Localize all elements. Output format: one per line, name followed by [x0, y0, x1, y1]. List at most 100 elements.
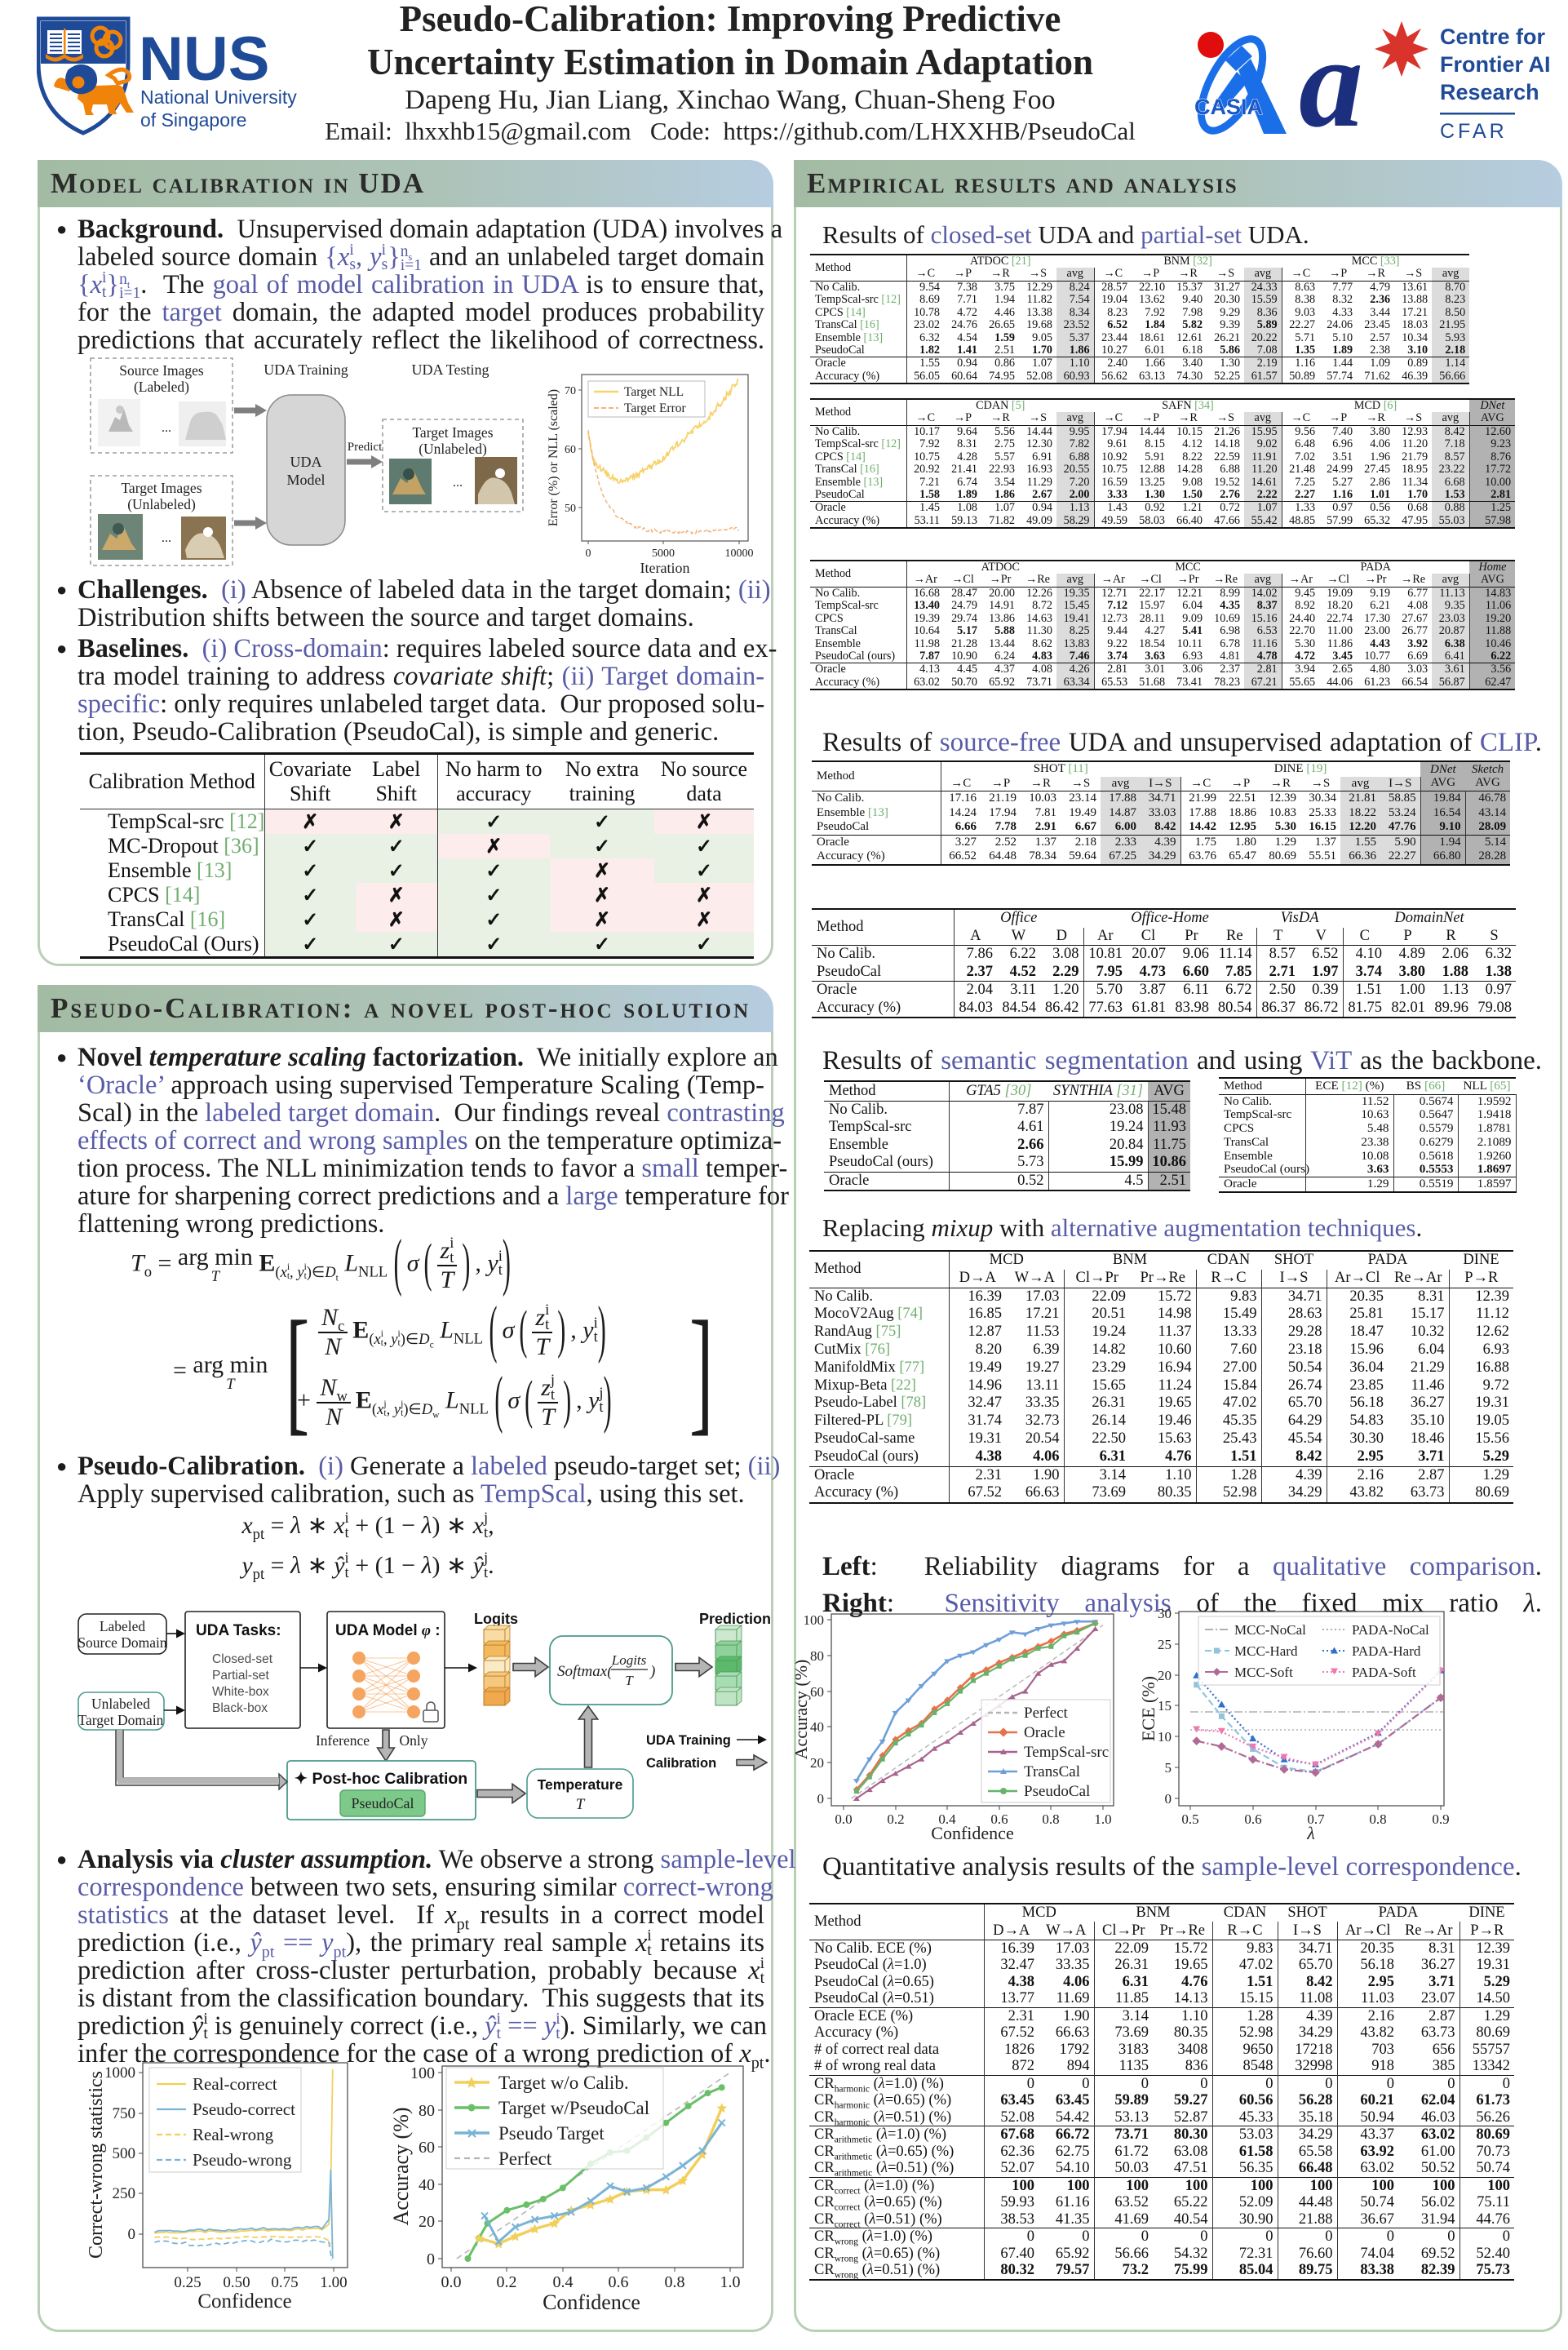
svg-text:Inference: Inference	[316, 1732, 370, 1749]
svg-text:Pseudo-wrong: Pseudo-wrong	[193, 2150, 292, 2170]
svg-text:Target NLL: Target NLL	[624, 385, 684, 399]
svg-text:Oracle: Oracle	[1024, 1724, 1065, 1741]
svg-text:Correct-wrong statistics: Correct-wrong statistics	[86, 2071, 107, 2259]
svg-text:5: 5	[1165, 1760, 1172, 1776]
svg-text:0.7: 0.7	[1307, 1811, 1325, 1827]
svg-text:UDA Model φ :: UDA Model φ :	[335, 1622, 441, 1639]
svg-text:): )	[649, 1663, 655, 1680]
svg-text:PADA-Hard: PADA-Hard	[1352, 1643, 1421, 1659]
svg-text:0.6: 0.6	[609, 2273, 629, 2291]
svg-text:0.2: 0.2	[887, 1811, 904, 1827]
svg-text:Logits: Logits	[611, 1652, 647, 1668]
svg-text:Unlabeled: Unlabeled	[91, 1696, 150, 1712]
svg-text:0: 0	[817, 1791, 825, 1807]
svg-text:Target Images: Target Images	[412, 424, 493, 441]
svg-text:Error (%) or NLL (scaled): Error (%) or NLL (scaled)	[547, 389, 560, 526]
svg-text:UDA Tasks:: UDA Tasks:	[196, 1622, 281, 1639]
svg-text:0.8: 0.8	[1042, 1811, 1059, 1827]
svg-text:CASIA: CASIA	[1194, 95, 1263, 119]
svg-text:Perfect: Perfect	[498, 2148, 552, 2169]
svg-text:Closed-set: Closed-set	[212, 1652, 273, 1666]
svg-text:500: 500	[113, 2145, 136, 2162]
svg-text:PseudoCal: PseudoCal	[1024, 1783, 1090, 1800]
svg-text:Logits: Logits	[474, 1611, 518, 1627]
svg-text:Frontier AI: Frontier AI	[1440, 52, 1551, 77]
svg-text:100: 100	[410, 2064, 435, 2082]
svg-text:0: 0	[427, 2250, 435, 2268]
svg-text:30: 30	[1158, 1606, 1172, 1621]
svg-text:Real-correct: Real-correct	[193, 2074, 277, 2094]
svg-text:15: 15	[1158, 1698, 1172, 1714]
svg-text:Confidence: Confidence	[543, 2290, 640, 2311]
svg-text:MCC-Soft: MCC-Soft	[1234, 1665, 1293, 1680]
svg-text:Real-wrong: Real-wrong	[193, 2125, 274, 2144]
svg-text:80: 80	[810, 1648, 824, 1664]
svg-text:MCC-NoCal: MCC-NoCal	[1234, 1622, 1306, 1638]
svg-text:NUS: NUS	[139, 24, 269, 94]
svg-text:0.6: 0.6	[1244, 1811, 1261, 1827]
svg-text:(Labeled): (Labeled)	[134, 379, 189, 395]
svg-text:40: 40	[419, 2176, 435, 2194]
svg-text:Accuracy (%): Accuracy (%)	[795, 1660, 811, 1760]
svg-text:UDA Training: UDA Training	[646, 1733, 731, 1748]
svg-text:UDA Testing: UDA Testing	[412, 361, 489, 378]
svg-text:70: 70	[565, 385, 576, 397]
svg-text:UDA: UDA	[290, 454, 322, 470]
svg-text:Iteration: Iteration	[640, 560, 690, 576]
svg-text:of Singapore: of Singapore	[140, 109, 246, 131]
svg-text:TransCal: TransCal	[1024, 1763, 1080, 1780]
svg-text:Source Domain: Source Domain	[78, 1634, 167, 1651]
svg-text:...: ...	[453, 476, 463, 490]
svg-text:Perfect: Perfect	[1024, 1705, 1069, 1722]
svg-text:0.25: 0.25	[174, 2274, 201, 2291]
svg-text:UDA Training: UDA Training	[264, 361, 348, 378]
svg-text:Only: Only	[400, 1732, 428, 1749]
svg-text:White-box: White-box	[212, 1685, 269, 1699]
svg-text:ECE (%): ECE (%)	[1138, 1676, 1158, 1741]
svg-text:PseudoCal: PseudoCal	[351, 1795, 414, 1811]
svg-text:Black-box: Black-box	[212, 1701, 268, 1715]
svg-text:20: 20	[419, 2213, 435, 2231]
svg-text:Labeled: Labeled	[100, 1618, 146, 1634]
svg-text:Target Images: Target Images	[121, 480, 202, 496]
svg-text:0: 0	[1165, 1791, 1172, 1807]
svg-text:...: ...	[162, 421, 171, 435]
svg-text:Pseudo Target: Pseudo Target	[498, 2123, 605, 2144]
svg-text:0.8: 0.8	[665, 2273, 685, 2291]
svg-text:40: 40	[810, 1719, 824, 1735]
svg-text:TempScal-src: TempScal-src	[1024, 1744, 1109, 1761]
svg-text:T: T	[576, 1796, 586, 1813]
svg-text:1.0: 1.0	[1094, 1811, 1111, 1827]
svg-text:20: 20	[810, 1755, 824, 1771]
svg-text:0.6: 0.6	[990, 1811, 1008, 1827]
svg-text:0.5: 0.5	[1181, 1811, 1198, 1827]
svg-text:Pseudo-correct: Pseudo-correct	[193, 2099, 295, 2119]
svg-text:Confidence: Confidence	[197, 2290, 291, 2311]
svg-text:PADA-NoCal: PADA-NoCal	[1352, 1622, 1429, 1638]
svg-text:Calibration: Calibration	[646, 1756, 716, 1771]
svg-text:80: 80	[419, 2102, 435, 2120]
svg-text:Accuracy (%): Accuracy (%)	[389, 2107, 413, 2225]
svg-text:Target w/o Calib.: Target w/o Calib.	[498, 2073, 629, 2093]
svg-text:50: 50	[565, 503, 576, 515]
svg-text:MCC-Hard: MCC-Hard	[1234, 1643, 1298, 1659]
svg-text:a: a	[1299, 11, 1363, 144]
svg-text:Partial-set: Partial-set	[212, 1669, 269, 1683]
svg-text:...: ...	[162, 531, 171, 545]
svg-text:60: 60	[810, 1684, 824, 1700]
svg-text:Predict: Predict	[348, 441, 383, 454]
svg-text:Softmax(: Softmax(	[557, 1663, 613, 1680]
svg-text:Prediction: Prediction	[699, 1611, 771, 1627]
svg-text:60: 60	[565, 444, 576, 456]
svg-text:(Unlabeled): (Unlabeled)	[419, 441, 487, 457]
svg-text:0.0: 0.0	[441, 2273, 462, 2291]
svg-text:250: 250	[113, 2185, 136, 2202]
svg-text:Research: Research	[1440, 80, 1539, 104]
svg-text:Centre for: Centre for	[1440, 24, 1546, 49]
svg-text:1.0: 1.0	[720, 2273, 741, 2291]
svg-text:0: 0	[586, 548, 591, 560]
svg-text:0: 0	[128, 2226, 136, 2243]
svg-text:National University: National University	[140, 86, 297, 108]
svg-text:10000: 10000	[725, 548, 754, 560]
svg-text:(Unlabeled): (Unlabeled)	[127, 496, 196, 512]
